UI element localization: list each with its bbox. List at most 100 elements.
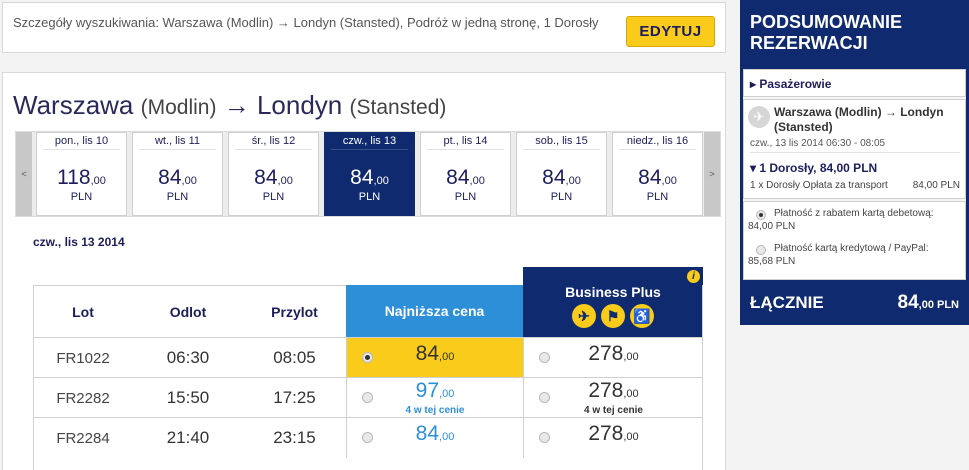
flight-number: FR2284 bbox=[56, 429, 110, 447]
date-card-selected[interactable]: czw., lis 13 84,00 PLN bbox=[324, 132, 415, 216]
fare-price: 278,00 bbox=[588, 379, 639, 402]
selected-date-heading: czw., lis 13 2014 bbox=[33, 235, 125, 249]
previous-dates-button[interactable]: < bbox=[16, 132, 32, 216]
fare-price: 278,00 bbox=[588, 342, 639, 365]
flight-number: FR1022 bbox=[56, 349, 110, 367]
date-currency: PLN bbox=[358, 191, 381, 203]
fare-radio[interactable] bbox=[539, 392, 550, 403]
date-label: wt., lis 11 bbox=[139, 135, 216, 150]
date-selector: < pon., lis 10 118,00 PLN wt., lis 11 84… bbox=[15, 131, 721, 217]
date-label: niedz., lis 16 bbox=[619, 135, 696, 150]
info-icon[interactable]: i bbox=[687, 270, 700, 283]
date-card[interactable]: sob., lis 15 84,00 PLN bbox=[516, 132, 607, 216]
date-price: 118,00 bbox=[57, 166, 106, 189]
payment-radio[interactable] bbox=[756, 210, 766, 220]
date-label: pt., lis 14 bbox=[427, 135, 504, 150]
fare-price: 97,00 bbox=[415, 379, 455, 402]
business-fare-option[interactable]: 278,00 bbox=[523, 418, 703, 458]
trip-datetime: czw., 13 lis 2014 06:30 - 08:05 bbox=[750, 138, 886, 149]
route-arrow: → bbox=[223, 90, 250, 120]
total-label: ŁĄCZNIE bbox=[750, 293, 824, 312]
date-price: 84,00 bbox=[254, 166, 293, 189]
payment-options: Płatność z rabatem kartą debetową: 84,00… bbox=[743, 201, 966, 280]
date-card[interactable]: wt., lis 11 84,00 PLN bbox=[132, 132, 223, 216]
flight-results-panel: Warszawa (Modlin) → Londyn (Stansted) < … bbox=[2, 72, 726, 470]
header-flight: Lot bbox=[33, 285, 133, 337]
lowest-fare-option[interactable]: 97,00 4 w tej cenie bbox=[346, 378, 523, 418]
date-price: 84,00 bbox=[638, 166, 677, 189]
payment-radio[interactable] bbox=[756, 245, 766, 255]
date-price: 84,00 bbox=[542, 166, 581, 189]
date-card[interactable]: pt., lis 14 84,00 PLN bbox=[420, 132, 511, 216]
business-plus-title: Business Plus bbox=[565, 284, 661, 300]
payment-label: Płatność kartą kredytową / PayPal: bbox=[774, 243, 929, 254]
trip-details: ✈ Warszawa (Modlin) → Londyn (Stansted) … bbox=[743, 99, 966, 199]
payment-value: 84,00 PLN bbox=[748, 221, 796, 232]
date-card[interactable]: pon., lis 10 118,00 PLN bbox=[36, 132, 127, 216]
date-currency: PLN bbox=[166, 191, 189, 203]
date-currency: PLN bbox=[262, 191, 285, 203]
date-price: 84,00 bbox=[158, 166, 197, 189]
seats-left-note: 4 w tej cenie bbox=[584, 405, 643, 416]
fast-track-icon: ✈ bbox=[572, 304, 596, 328]
arrival-time: 08:05 bbox=[273, 348, 316, 367]
fare-toggle[interactable]: ▾ 1 Dorosły, 84,00 PLN bbox=[750, 161, 878, 175]
fare-price: 84,00 bbox=[415, 422, 455, 445]
date-card[interactable]: śr., lis 12 84,00 PLN bbox=[228, 132, 319, 216]
fare-radio[interactable] bbox=[539, 352, 550, 363]
date-label: pon., lis 10 bbox=[43, 135, 120, 150]
seats-left-note: 4 w tej cenie bbox=[405, 405, 465, 416]
arrival-time: 23:15 bbox=[273, 428, 316, 447]
route-destination: Londyn bbox=[256, 90, 343, 120]
header-lowest-fare: Najniższa cena bbox=[346, 285, 523, 337]
date-label: śr., lis 12 bbox=[235, 135, 312, 150]
fare-radio[interactable] bbox=[539, 432, 550, 443]
payment-option-debit[interactable]: Płatność z rabatem kartą debetową: 84,00… bbox=[748, 207, 962, 233]
arrival-time: 17:25 bbox=[273, 388, 316, 407]
fare-radio[interactable] bbox=[362, 392, 373, 403]
total-price-bar: ŁĄCZNIE 84,00 PLN bbox=[740, 283, 969, 325]
flight-number: FR2282 bbox=[56, 389, 110, 407]
summary-body: ▸ Pasażerowie ✈ Warszawa (Modlin) → Lond… bbox=[740, 66, 969, 283]
lowest-fare-option[interactable]: 84,00 bbox=[346, 338, 523, 378]
next-dates-button[interactable]: > bbox=[704, 132, 720, 216]
flight-row: FR1022 06:30 08:05 84,00 278,00 bbox=[33, 337, 703, 378]
date-price: 84,00 bbox=[446, 166, 485, 189]
departure-time: 15:50 bbox=[166, 388, 210, 407]
header-departure: Odlot bbox=[133, 285, 243, 337]
edit-search-button[interactable]: EDYTUJ bbox=[626, 16, 715, 47]
lowest-fare-option[interactable]: 84,00 bbox=[346, 418, 523, 458]
date-currency: PLN bbox=[550, 191, 573, 203]
business-fare-option[interactable]: 278,00 4 w tej cenie bbox=[523, 378, 703, 418]
summary-title: PODSUMOWANIE REZERWACJI bbox=[740, 0, 969, 66]
route-origin: Warszawa bbox=[13, 90, 134, 120]
search-summary-text: Szczegóły wyszukiwania: Warszawa (Modlin… bbox=[13, 15, 599, 30]
date-card[interactable]: niedz., lis 16 84,00 PLN bbox=[612, 132, 703, 216]
header-business-plus: Business Plus ✈ ⚑ ♿ i bbox=[523, 267, 703, 337]
fare-line-item: 1 x Dorosły Opłata za transport 84,00 PL… bbox=[750, 180, 960, 191]
priority-boarding-icon: ⚑ bbox=[601, 304, 625, 328]
route-destination-airport: (Stansted) bbox=[349, 96, 447, 119]
payment-label: Płatność z rabatem kartą debetową: bbox=[774, 208, 934, 219]
fare-price: 278,00 bbox=[588, 422, 639, 445]
route-title: Warszawa (Modlin) → Londyn (Stansted) bbox=[13, 90, 446, 121]
fare-radio[interactable] bbox=[362, 432, 373, 443]
date-currency: PLN bbox=[646, 191, 669, 203]
departure-time: 21:40 bbox=[166, 428, 210, 447]
date-currency: PLN bbox=[70, 191, 93, 203]
business-fare-option[interactable]: 278,00 bbox=[523, 338, 703, 378]
fare-radio[interactable] bbox=[362, 352, 373, 363]
search-details-bar: Szczegóły wyszukiwania: Warszawa (Modlin… bbox=[2, 2, 726, 53]
passengers-toggle[interactable]: ▸ Pasażerowie bbox=[743, 69, 966, 97]
reserved-seat-icon: ♿ bbox=[630, 304, 654, 328]
trip-route: Warszawa (Modlin) → Londyn (Stansted) bbox=[774, 105, 944, 134]
flight-row: FR2282 15:50 17:25 97,00 4 w tej cenie 2… bbox=[33, 377, 703, 418]
total-value: 84,00 PLN bbox=[897, 292, 960, 313]
payment-option-credit[interactable]: Płatność kartą kredytową / PayPal: 85,68… bbox=[748, 242, 962, 268]
route-origin-airport: (Modlin) bbox=[140, 96, 217, 119]
date-price: 84,00 bbox=[350, 166, 389, 189]
booking-summary: PODSUMOWANIE REZERWACJI ▸ Pasażerowie ✈ … bbox=[740, 0, 969, 325]
fare-price: 84,00 bbox=[415, 342, 455, 365]
plane-icon: ✈ bbox=[748, 106, 770, 128]
departure-time: 06:30 bbox=[166, 348, 210, 367]
